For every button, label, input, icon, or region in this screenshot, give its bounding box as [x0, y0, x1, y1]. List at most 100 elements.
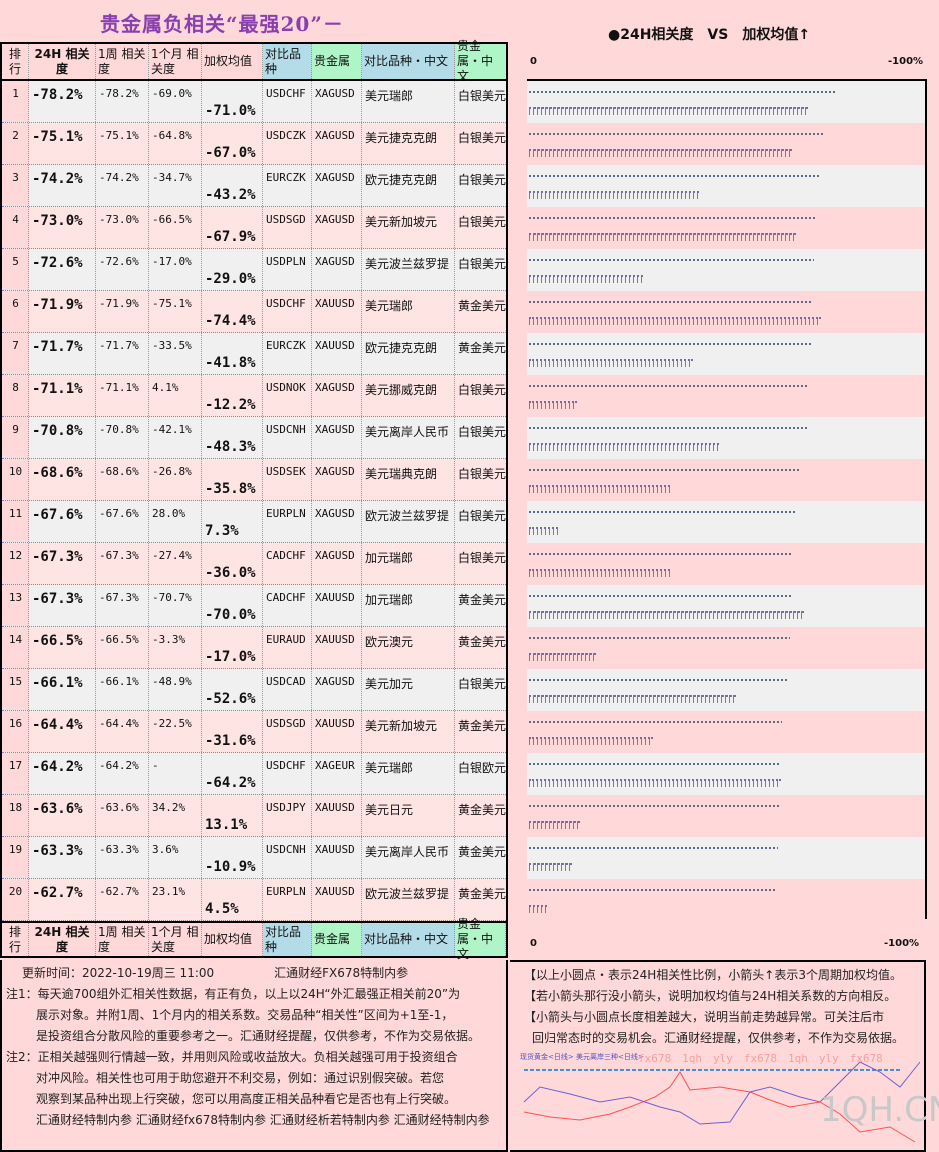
footer-metal-cn: 贵金属・中文 [455, 917, 506, 961]
weighted-avg-arrows [529, 317, 822, 325]
w1-cell: -66.5% [96, 627, 149, 668]
pair-cn-cell: 美元瑞郎 [362, 81, 455, 122]
rank-cell: 4 [2, 207, 29, 248]
correlation-dots [529, 553, 794, 555]
pair-cell: EURAUD [263, 627, 312, 668]
series-red [523, 1071, 916, 1143]
note-line: 注1：每天逾700组外汇相关性数据，有正有负，以上以24H“外汇最强正相关前20… [6, 987, 461, 1001]
header-pair-cn: 对比品种・中文 [362, 44, 455, 79]
metal-cell: XAGUSD [312, 459, 362, 500]
table-row: 2 -75.1% -75.1% -64.8% -67.0% USDCZK XAGUSD 美元捷… [2, 123, 506, 165]
m1-cell: -33.5% [149, 333, 202, 374]
footer-1m: 1个月 相关度 [149, 923, 202, 956]
w1-cell: -71.7% [96, 333, 149, 374]
metal-cn-cell: 黄金美元 [458, 341, 506, 355]
pair-cn-cell: 欧元波兰兹罗提 [362, 501, 455, 542]
m1-cell: -75.1% [149, 291, 202, 332]
rank-cell: 19 [2, 837, 29, 878]
h24-cell: -71.7% [29, 333, 96, 374]
avg-cell: -35.8% [202, 459, 263, 500]
weighted-avg-arrows [529, 863, 572, 871]
pair-cn-cell: 美元捷克克朗 [362, 123, 455, 164]
rank-cell: 5 [2, 249, 29, 290]
w1-cell: -71.1% [96, 375, 149, 416]
metal-cn-cell: 黄金美元 [458, 719, 506, 733]
correlation-dots [529, 259, 815, 261]
metal-cn-cell: 白银欧元 [458, 761, 506, 775]
w1-cell: -74.2% [96, 165, 149, 206]
bar-panel [527, 79, 927, 921]
bar-row [527, 711, 925, 753]
w1-cell: -62.7% [96, 879, 149, 920]
avg-cell: -36.0% [202, 543, 263, 584]
correlation-dots [529, 805, 779, 807]
weighted-avg-arrows [529, 233, 796, 241]
metal-cn-cell: 白银美元 [458, 551, 506, 565]
bar-row [527, 249, 925, 291]
table-row: 20 -62.7% -62.7% 23.1% 4.5% EURPLN XAUUSD 欧元波兰兹… [2, 879, 506, 921]
h24-cell: -66.1% [29, 669, 96, 710]
h24-cell: -72.6% [29, 249, 96, 290]
h24-cell: -78.2% [29, 81, 96, 122]
avg-cell: -31.6% [202, 711, 263, 752]
correlation-dots [529, 763, 782, 765]
pair-cn-cell: 美元新加坡元 [362, 207, 455, 248]
table-row: 8 -71.1% -71.1% 4.1% -12.2% USDNOK XAGUSD 美元挪威克… [2, 375, 506, 417]
rank-cell: 14 [2, 627, 29, 668]
pair-cell: USDCNH [263, 837, 312, 878]
pair-cell: CADCHF [263, 543, 312, 584]
weighted-avg-arrows [529, 275, 643, 283]
m1-cell: -34.7% [149, 165, 202, 206]
metal-cn-cell: 白银美元 [458, 257, 506, 271]
weighted-avg-arrows [529, 611, 805, 619]
pair-cn-cell: 美元瑞郎 [362, 753, 455, 794]
weighted-avg-arrows [529, 191, 699, 199]
rank-cell: 1 [2, 81, 29, 122]
m1-cell: -3.3% [149, 627, 202, 668]
table-row: 4 -73.0% -73.0% -66.5% -67.9% USDSGD XAGUSD 美元新… [2, 207, 506, 249]
correlation-dots [529, 637, 791, 639]
w1-cell: -64.2% [96, 753, 149, 794]
avg-cell: -67.9% [202, 207, 263, 248]
metal-cn-cell: 黄金美元 [458, 593, 506, 607]
h24-cell: -64.2% [29, 753, 96, 794]
watermark: fx678 1qh yly fx678 1qh yly fx678 [638, 1052, 883, 1065]
notes-left: 更新时间：2022-10-19周三 11:00 汇通财经FX678特制内参 注1… [0, 960, 508, 1152]
w1-cell: -66.1% [96, 669, 149, 710]
pair-cell: USDCHF [263, 753, 312, 794]
table-row: 5 -72.6% -72.6% -17.0% -29.0% USDPLN XAGUSD 美元波… [2, 249, 506, 291]
metal-cell: XAUUSD [312, 837, 362, 878]
m1-cell: -17.0% [149, 249, 202, 290]
h24-cell: -68.6% [29, 459, 96, 500]
w1-cell: -63.3% [96, 837, 149, 878]
w1-cell: -78.2% [96, 81, 149, 122]
avg-cell: -67.0% [202, 123, 263, 164]
mini-chart-lines [523, 1061, 920, 1143]
weighted-avg-arrows [529, 359, 694, 367]
h24-cell: -67.3% [29, 585, 96, 626]
pair-cn-cell: 美元离岸人民币 [362, 837, 455, 878]
rank-cell: 6 [2, 291, 29, 332]
w1-cell: -73.0% [96, 207, 149, 248]
weighted-avg-arrows [529, 401, 577, 409]
bar-row [527, 669, 925, 711]
metal-cn-cell: 白银美元 [458, 425, 506, 439]
avg-cell: 7.3% [202, 501, 263, 542]
avg-cell: -64.2% [202, 753, 263, 794]
metal-cn-cell: 白银美元 [458, 131, 506, 145]
table-footer-header: 排行 24H 相关度 1周 相关度 1个月 相关度 加权均值 对比品种 贵金属 … [2, 917, 506, 961]
w1-cell: -63.6% [96, 795, 149, 836]
h24-cell: -62.7% [29, 879, 96, 920]
h24-cell: -67.3% [29, 543, 96, 584]
bar-row [527, 291, 925, 333]
pair-cn-cell: 加元瑞郎 [362, 585, 455, 626]
header-metal: 贵金属 [312, 44, 362, 79]
metal-cell: XAGUSD [312, 207, 362, 248]
avg-cell: -74.4% [202, 291, 263, 332]
metal-cn-cell: 白银美元 [458, 215, 506, 229]
correlation-dots [529, 847, 778, 849]
metal-cn-cell: 白银美元 [458, 677, 506, 691]
pair-cn-cell: 欧元捷克克朗 [362, 333, 455, 374]
avg-cell: 13.1% [202, 795, 263, 836]
footer-24h: 24H 相关度 [29, 923, 96, 956]
